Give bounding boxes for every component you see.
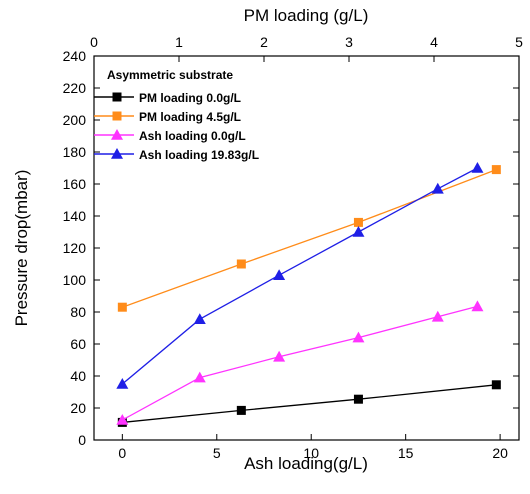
y-tick-label: 200 xyxy=(63,112,87,128)
series-line xyxy=(122,168,497,308)
x-tick-label: 5 xyxy=(213,445,221,461)
y-tick-label: 80 xyxy=(70,304,86,320)
data-point xyxy=(352,331,365,343)
data-point xyxy=(471,300,484,312)
legend-entry: PM loading 4.5g/L xyxy=(94,110,241,124)
x-tick-label: 10 xyxy=(303,445,319,461)
series-line xyxy=(121,167,478,385)
legend-label: Ash loading 19.83g/L xyxy=(139,148,259,162)
data-point xyxy=(273,350,286,362)
legend: Asymmetric substrate PM loading 0.0g/L PM… xyxy=(94,68,259,162)
y-tick-label: 0 xyxy=(78,432,86,448)
data-point xyxy=(352,226,365,237)
series-2 xyxy=(117,165,501,312)
top-x-tick-label: 4 xyxy=(430,34,438,50)
y-axis: 0 20 40 60 80 100 120 140 160 180 200 220 240 xyxy=(63,48,519,448)
legend-label: Ash loading 0.0g/L xyxy=(139,129,246,143)
y-tick-label: 120 xyxy=(63,240,87,256)
data-point xyxy=(471,162,484,173)
data-point xyxy=(491,165,501,175)
y-tick-label: 20 xyxy=(70,400,86,416)
data-point xyxy=(116,414,129,425)
legend-entry: Ash loading 19.83g/L xyxy=(94,148,259,162)
y-tick-label: 60 xyxy=(70,336,86,352)
data-point xyxy=(491,380,501,390)
series-1 xyxy=(117,380,501,427)
series-layer xyxy=(116,162,501,427)
legend-marker xyxy=(111,129,123,140)
y-tick-label: 220 xyxy=(63,80,87,96)
y-tick-label: 160 xyxy=(63,176,87,192)
data-point xyxy=(353,394,363,404)
legend-label: PM loading 4.5g/L xyxy=(139,110,241,124)
data-point xyxy=(236,259,246,269)
x-axis-title: Ash loading(g/L) xyxy=(244,454,368,473)
data-point xyxy=(117,302,127,312)
x-tick-label: 0 xyxy=(118,445,126,461)
legend-title: Asymmetric substrate xyxy=(107,68,233,82)
legend-marker xyxy=(112,111,122,121)
top-x-axis: 0 1 2 3 4 5 xyxy=(90,34,523,62)
y-tick-label: 140 xyxy=(63,208,87,224)
series-4 xyxy=(116,162,484,389)
legend-label: PM loading 0.0g/L xyxy=(139,91,241,105)
y-axis-title: Pressure drop(mbar) xyxy=(12,170,31,327)
series-line xyxy=(122,305,478,421)
x-tick-label: 20 xyxy=(492,445,508,461)
top-x-tick-label: 3 xyxy=(345,34,353,50)
bottom-x-axis: 0 5 10 15 20 xyxy=(118,434,508,461)
data-point xyxy=(353,217,363,227)
series-3 xyxy=(116,300,484,425)
data-point xyxy=(116,378,129,389)
legend-marker xyxy=(111,148,123,159)
data-point xyxy=(431,310,444,322)
data-point xyxy=(236,405,246,415)
top-x-tick-label: 2 xyxy=(260,34,268,50)
series-line xyxy=(122,384,497,424)
top-x-tick-label: 0 xyxy=(90,34,98,50)
y-tick-label: 40 xyxy=(70,368,86,384)
data-point xyxy=(431,182,444,194)
x-tick-label: 15 xyxy=(398,445,414,461)
data-point xyxy=(273,269,286,280)
y-tick-label: 240 xyxy=(63,48,87,64)
y-tick-label: 180 xyxy=(63,144,87,160)
top-x-tick-label: 1 xyxy=(175,34,183,50)
data-point xyxy=(193,313,206,324)
data-point xyxy=(193,371,206,383)
legend-entry: Ash loading 0.0g/L xyxy=(94,129,246,143)
legend-marker xyxy=(112,92,122,102)
y-tick-label: 100 xyxy=(63,272,87,288)
legend-entry: PM loading 0.0g/L xyxy=(94,91,241,105)
top-x-tick-label: 5 xyxy=(515,34,523,50)
top-x-axis-title: PM loading (g/L) xyxy=(244,6,369,25)
